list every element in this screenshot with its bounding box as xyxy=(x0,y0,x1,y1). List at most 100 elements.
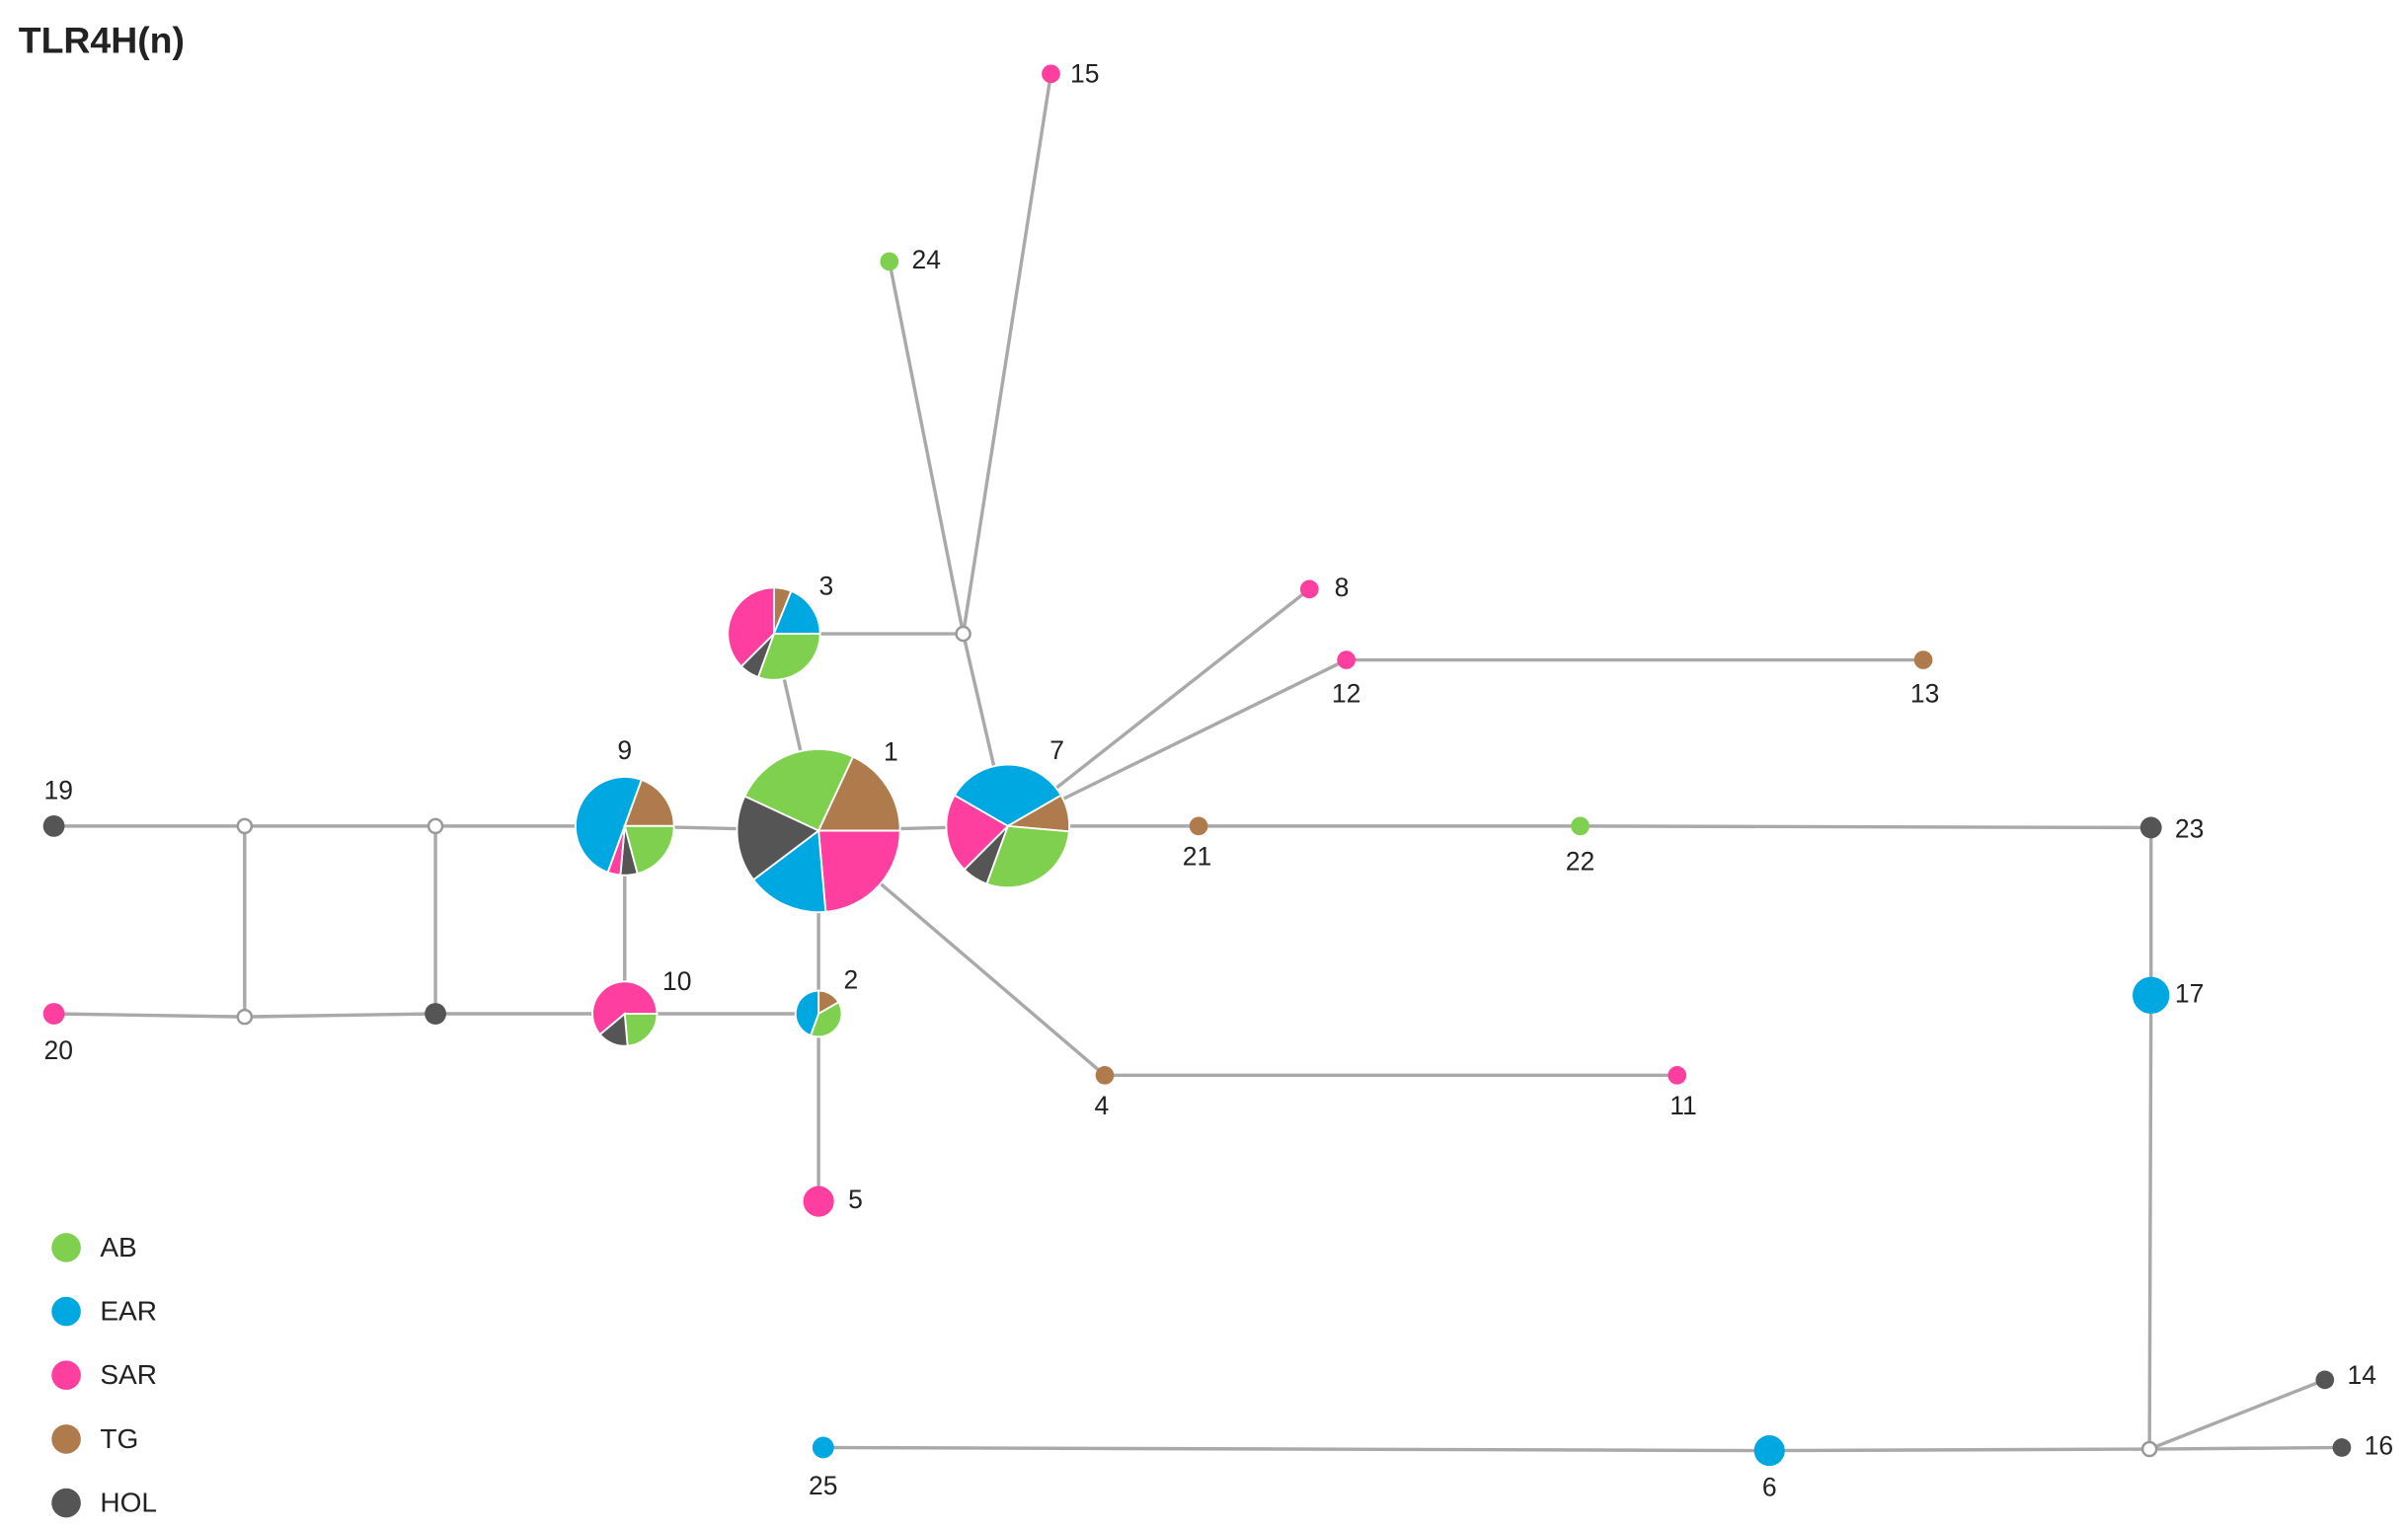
pie-slice xyxy=(880,252,899,271)
pie-slice xyxy=(606,825,626,877)
node-label: 4 xyxy=(1094,1091,1109,1120)
haplotype xyxy=(42,814,65,837)
node-label: 10 xyxy=(662,966,691,996)
edge xyxy=(2148,1378,2326,1451)
haplotype xyxy=(1042,64,1060,84)
edge xyxy=(244,1012,436,1019)
pie-slice xyxy=(623,778,675,827)
haplotype xyxy=(794,989,843,1038)
node-label: 15 xyxy=(1070,58,1099,88)
pie-slice xyxy=(42,814,65,837)
edge xyxy=(961,73,1053,635)
pie-slice xyxy=(598,1012,629,1047)
haplotype xyxy=(1299,579,1319,599)
pie-slice xyxy=(817,829,901,913)
median-vector xyxy=(236,1008,254,1026)
pie-slice xyxy=(623,1013,659,1047)
node-label: 11 xyxy=(1670,1091,1697,1120)
edge xyxy=(822,1445,1770,1453)
pie-slice xyxy=(736,795,820,881)
legend-label: TG xyxy=(100,1423,138,1454)
pie-slice xyxy=(591,980,659,1036)
edge xyxy=(2147,995,2153,1450)
median-node xyxy=(425,1003,446,1025)
node-label: 19 xyxy=(44,776,73,805)
pie-slice xyxy=(42,1003,65,1025)
legend-swatch xyxy=(51,1233,81,1262)
haplotype xyxy=(880,252,899,271)
pie-slice xyxy=(2139,816,2162,839)
median-vector xyxy=(427,817,444,835)
haplotype xyxy=(1913,650,1933,669)
median-vector xyxy=(236,817,254,835)
haplotype xyxy=(2139,816,2162,839)
haplotype xyxy=(1571,816,1590,836)
pie-slice xyxy=(1668,1065,1687,1085)
node-label: 13 xyxy=(1910,678,1939,708)
node-label: 2 xyxy=(843,964,858,994)
median-vector xyxy=(955,625,971,643)
pie-slice xyxy=(751,828,827,914)
pie-slice xyxy=(945,794,1010,872)
edges xyxy=(53,73,2342,1453)
pie-slice xyxy=(1337,650,1357,669)
node-label: 5 xyxy=(848,1185,863,1214)
pie-slice xyxy=(1299,579,1319,599)
legend-swatch xyxy=(51,1424,81,1454)
edge xyxy=(1769,1447,2150,1453)
node-label: 3 xyxy=(819,571,834,600)
node-label: 7 xyxy=(1049,735,1064,765)
node-label: 17 xyxy=(2175,978,2204,1008)
haplotype xyxy=(727,586,821,681)
node-label: 24 xyxy=(911,245,940,274)
haplotype xyxy=(1095,1065,1115,1085)
node-label: 16 xyxy=(2365,1430,2393,1460)
median-vector xyxy=(2140,1440,2158,1458)
haplotype xyxy=(1189,816,1208,836)
haplotype xyxy=(2315,1370,2335,1390)
haplotype xyxy=(2332,1438,2352,1457)
node-label: 20 xyxy=(44,1035,73,1065)
pie-slice xyxy=(772,589,821,636)
node-label: 23 xyxy=(2175,814,2204,844)
legend-swatch xyxy=(51,1296,81,1327)
pie-slice xyxy=(2332,1438,2352,1457)
pie-slice xyxy=(1753,1435,1785,1467)
pie-slice xyxy=(2315,1370,2335,1390)
haplotype xyxy=(42,1003,65,1025)
pie-slice xyxy=(794,989,820,1037)
pie-slice xyxy=(623,824,675,876)
node-label: 14 xyxy=(2347,1360,2375,1390)
legend: AB EAR SAR TG HOL xyxy=(51,1232,157,1518)
node-label: 21 xyxy=(1183,842,1211,872)
haplotype xyxy=(575,776,675,877)
haplotype xyxy=(812,1436,834,1459)
edge xyxy=(2149,1445,2342,1451)
haplotype xyxy=(803,1186,834,1217)
edge xyxy=(1006,587,1311,828)
pie-slice xyxy=(727,586,775,668)
node-label: 8 xyxy=(1335,573,1350,602)
legend-label: HOL xyxy=(100,1488,157,1518)
haplotype xyxy=(945,763,1071,889)
haplotype xyxy=(591,980,659,1047)
pie-slice xyxy=(743,748,855,832)
haplotype xyxy=(2133,976,2170,1014)
node-label: 12 xyxy=(1332,678,1360,708)
pie-slice xyxy=(1189,816,1208,836)
pie-slice xyxy=(2133,976,2170,1014)
pie-slice xyxy=(756,633,821,681)
legend-swatch xyxy=(51,1360,81,1391)
pie-slice xyxy=(812,1436,834,1459)
haplotype xyxy=(1337,650,1357,669)
haplotype xyxy=(1668,1065,1687,1085)
edge xyxy=(888,261,966,635)
node-label: 6 xyxy=(1762,1473,1777,1502)
haplotype xyxy=(736,748,901,914)
pie-slice xyxy=(1095,1065,1115,1085)
pie-slice xyxy=(1571,816,1590,836)
node-label: 25 xyxy=(809,1471,837,1500)
title: TLR4H(n) xyxy=(19,20,185,61)
